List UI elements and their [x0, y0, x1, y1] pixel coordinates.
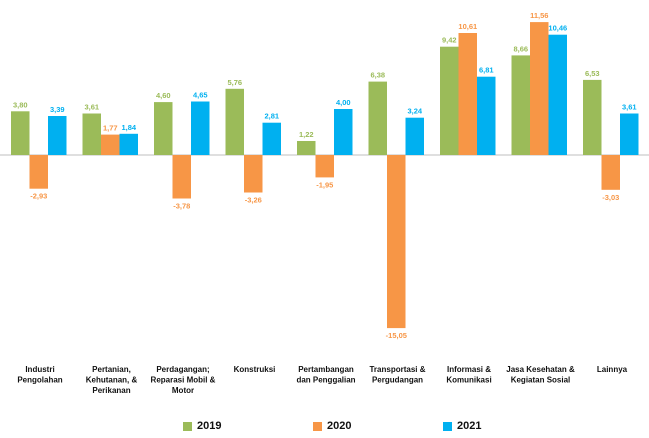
value-label-2021-6: 6,81 — [479, 66, 494, 75]
value-label-2020-5: -15,05 — [386, 331, 407, 340]
bar-2021-7 — [548, 34, 567, 156]
value-labels-group: 3,80 -2,93 3,39 3,61 1,77 1,84 4,60 -3,78 4,65 5,… — [13, 11, 637, 340]
bar-2020-2 — [172, 155, 191, 199]
value-label-2021-3: 2,81 — [264, 112, 279, 121]
legend-swatch-2020 — [313, 421, 322, 431]
bar-2019-0 — [11, 111, 30, 155]
value-label-2020-2: -3,78 — [173, 202, 190, 211]
category-label-line: Lainnya — [597, 365, 628, 374]
value-label-2019-2: 4,60 — [156, 91, 171, 100]
bar-2019-6 — [440, 46, 459, 156]
category-labels-group: Industri Pengolahan Pertanian, Kehutanan, &… — [17, 365, 627, 395]
legend: 2019 2020 2021 — [0, 420, 649, 438]
value-label-2021-8: 3,61 — [622, 103, 637, 112]
category-label-0: Industri Pengolahan — [17, 365, 62, 385]
value-label-2020-3: -3,26 — [245, 196, 262, 205]
legend-item-2021: 2021 — [443, 420, 481, 432]
value-label-2021-2: 4,65 — [193, 91, 208, 100]
category-label-line: Informasi & — [447, 365, 491, 374]
category-label-line: Kehutanan, & — [86, 376, 138, 385]
bar-2019-8 — [583, 79, 602, 155]
value-label-2019-8: 6,53 — [585, 69, 600, 78]
legend-item-2019: 2019 — [183, 420, 221, 432]
bar-2021-0 — [48, 116, 67, 155]
value-label-2019-7: 8,66 — [513, 44, 528, 53]
category-label-line: Kegiatan Sosial — [511, 376, 571, 385]
category-label-line: Pergudangan — [372, 376, 423, 385]
category-label-line: Perdagangan; — [156, 365, 209, 374]
value-label-2020-0: -2,93 — [30, 192, 47, 201]
bars-group — [11, 22, 639, 329]
value-label-2021-4: 4,00 — [336, 98, 351, 107]
category-label-line: Pertambangan — [298, 365, 354, 374]
bar-2020-0 — [29, 155, 48, 189]
bar-2020-4 — [315, 155, 334, 178]
category-label-8: Lainnya — [597, 365, 628, 374]
category-label-3: Konstruksi — [234, 365, 276, 374]
value-label-2021-0: 3,39 — [50, 105, 65, 114]
category-label-5: Transportasi & Pergudangan — [369, 365, 425, 385]
value-label-2020-6: 10,61 — [458, 22, 477, 31]
bar-2021-6 — [477, 76, 496, 155]
value-label-2019-4: 1,22 — [299, 130, 314, 139]
bar-2019-4 — [297, 141, 316, 155]
category-label-7: Jasa Kesehatan & Kegiatan Sosial — [506, 365, 575, 385]
value-label-2021-5: 3,24 — [407, 107, 422, 116]
bar-2020-1 — [101, 134, 120, 155]
bar-2019-5 — [368, 81, 387, 155]
bar-2019-1 — [82, 113, 101, 155]
bar-2019-3 — [225, 88, 244, 155]
category-label-line: Reparasi Mobil & — [151, 376, 216, 385]
value-label-2020-1: 1,77 — [103, 124, 118, 133]
legend-label-2020: 2020 — [327, 420, 352, 432]
value-label-2020-8: -3,03 — [602, 193, 619, 202]
category-label-6: Informasi & Komunikasi — [446, 365, 491, 385]
legend-label-2021: 2021 — [457, 420, 482, 432]
value-label-2019-6: 9,42 — [442, 36, 457, 45]
category-label-line: Perikanan — [92, 386, 130, 395]
value-label-2019-0: 3,80 — [13, 100, 28, 109]
legend-label-2019: 2019 — [197, 420, 222, 432]
legend-swatch-2019 — [183, 421, 192, 431]
value-label-2021-7: 10,46 — [548, 24, 567, 33]
category-label-line: Industri — [25, 365, 54, 374]
value-label-2020-4: -1,95 — [316, 180, 333, 189]
bar-2021-4 — [334, 109, 353, 155]
bar-2019-7 — [511, 55, 530, 155]
value-label-2019-3: 5,76 — [227, 78, 242, 87]
bar-2021-3 — [262, 122, 281, 155]
category-label-2: Perdagangan; Reparasi Mobil & Motor — [151, 365, 216, 395]
bar-2021-5 — [405, 117, 424, 155]
value-label-2021-1: 1,84 — [121, 123, 136, 132]
value-label-2019-5: 6,38 — [370, 71, 385, 80]
bar-2020-6 — [458, 33, 477, 155]
value-label-2019-1: 3,61 — [84, 103, 99, 112]
bar-2019-2 — [154, 102, 173, 155]
category-label-line: Pertanian, — [92, 365, 131, 374]
category-label-line: Komunikasi — [446, 376, 491, 385]
bar-2020-7 — [530, 22, 549, 155]
bar-2021-2 — [191, 101, 210, 155]
category-label-line: Konstruksi — [234, 365, 276, 374]
category-label-1: Pertanian, Kehutanan, & Perikanan — [86, 365, 138, 395]
bar-2021-1 — [119, 133, 138, 155]
bar-2021-8 — [620, 113, 639, 155]
legend-swatch-2021 — [443, 421, 452, 431]
bar-2020-5 — [387, 155, 406, 329]
category-label-line: Transportasi & — [369, 365, 425, 374]
category-label-line: Motor — [172, 386, 194, 395]
value-label-2020-7: 11,56 — [530, 11, 548, 20]
legend-item-2020: 2020 — [313, 420, 351, 432]
bar-2020-3 — [244, 155, 263, 193]
category-label-line: Jasa Kesehatan & — [506, 365, 575, 374]
category-label-4: Pertambangan dan Penggalian — [296, 365, 355, 385]
category-label-line: dan Penggalian — [296, 376, 355, 385]
bar-2020-8 — [601, 155, 620, 190]
category-label-line: Pengolahan — [17, 376, 62, 385]
